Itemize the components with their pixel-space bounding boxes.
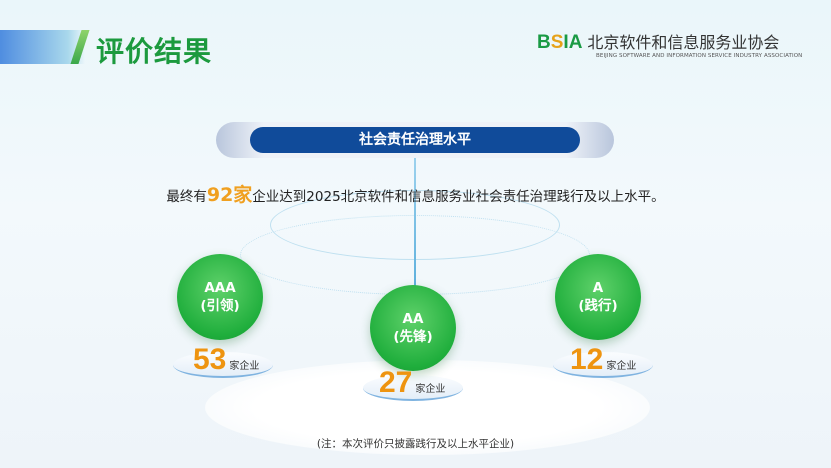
disc: [173, 352, 273, 378]
level-circle-aaa: AAA (引领): [177, 254, 263, 340]
disc: [363, 375, 463, 401]
logo-abbr: BSIA: [537, 32, 583, 53]
section-title: 社会责任治理水平: [250, 127, 580, 153]
level-count-aaa: 53 家企业: [193, 343, 260, 376]
level-circle-aa: AA (先锋): [370, 285, 456, 371]
decor-line: [414, 153, 416, 293]
level-circle-a: A (践行): [555, 254, 641, 340]
highlight-count: 92家: [206, 184, 253, 206]
level-count-a: 12 家企业: [570, 343, 637, 376]
page-title: 评价结果: [96, 35, 213, 68]
bsia-logo: BSIA 北京软件和信息服务业协会: [537, 33, 779, 53]
level-count-aa: 27 家企业: [379, 366, 446, 399]
logo-name-en: BEIJING SOFTWARE AND INFORMATION SERVICE…: [596, 53, 803, 59]
title-accent-bar: [0, 30, 85, 64]
summary-text: 最终有92家企业达到2025北京软件和信息服务业社会责任治理践行及以上水平。: [166, 184, 665, 206]
disc: [553, 352, 653, 378]
footnote: (注：本次评价只披露践行及以上水平企业): [316, 438, 515, 450]
logo-name-cn: 北京软件和信息服务业协会: [587, 33, 780, 52]
